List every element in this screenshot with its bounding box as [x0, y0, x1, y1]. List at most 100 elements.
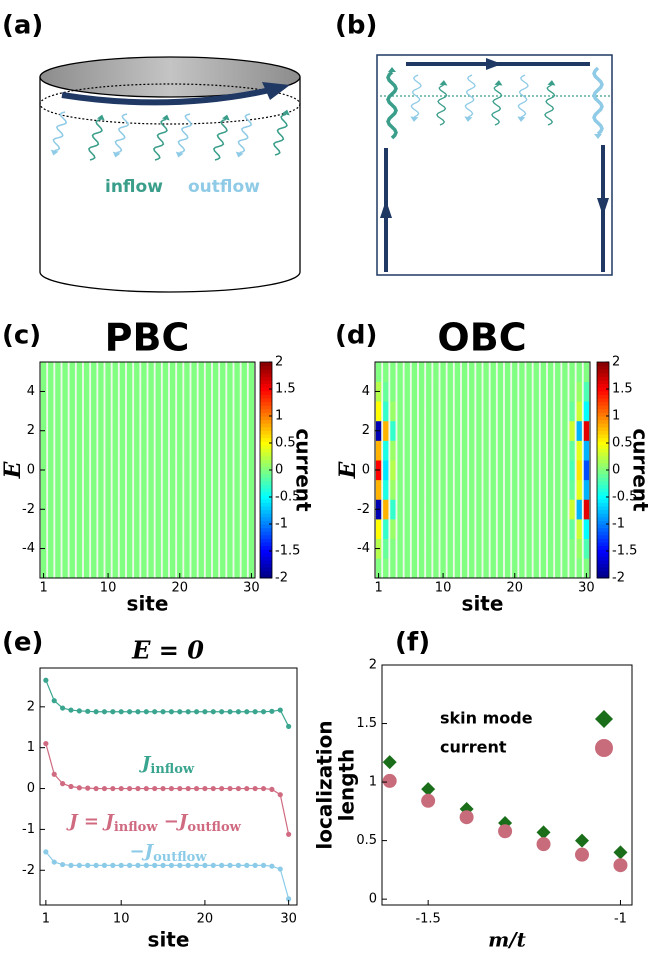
- heat-cell: [418, 499, 425, 520]
- series-point: [135, 709, 141, 715]
- colorbar-step: [597, 441, 609, 446]
- series-label-part: −: [129, 841, 144, 862]
- heat-cell: [98, 460, 104, 481]
- heat-cell: [69, 499, 75, 520]
- series-point: [152, 862, 158, 868]
- heat-cell: [119, 519, 126, 540]
- heat-cell: [62, 362, 68, 382]
- heat-cell: [497, 538, 504, 559]
- heat-cell: [469, 381, 475, 402]
- heat-cell: [91, 401, 97, 422]
- heat-cell: [454, 362, 461, 382]
- colorbar-step: [260, 520, 272, 525]
- heat-cell: [483, 362, 489, 382]
- y-tick-label: -2: [22, 502, 35, 517]
- colorbar-step: [597, 444, 609, 449]
- heat-cell: [241, 401, 247, 422]
- heat-cell: [440, 420, 446, 441]
- series-point: [219, 785, 225, 792]
- heat-cell: [569, 362, 575, 382]
- heat-cell: [454, 381, 461, 402]
- heat-cell: [91, 519, 97, 540]
- series-label-part: J: [139, 753, 152, 774]
- colorbar-step: [260, 466, 272, 471]
- outflow-label: outflow: [188, 177, 260, 197]
- heat-cell: [583, 558, 590, 579]
- heat-cell: [48, 479, 54, 500]
- heat-cell: [91, 420, 97, 441]
- x-tick-label: 10: [100, 581, 117, 596]
- heat-cell: [519, 362, 525, 382]
- heat-cell: [512, 558, 518, 579]
- heat-cell: [198, 460, 204, 481]
- y-tick-label: 2: [369, 658, 377, 673]
- heat-cell: [526, 519, 532, 540]
- heat-cell: [533, 401, 539, 422]
- heat-cell: [162, 558, 169, 579]
- series-point: [76, 708, 82, 714]
- colorbar-step: [260, 506, 272, 511]
- heat-cell: [461, 440, 468, 461]
- heat-cell: [169, 362, 176, 382]
- series-point: [210, 709, 216, 715]
- colorbar-step: [260, 470, 272, 475]
- heat-cell: [476, 479, 482, 500]
- heat-cell: [390, 420, 396, 441]
- series-point: [193, 709, 200, 715]
- heat-cell: [469, 362, 475, 382]
- y-axis-label: localization: [313, 720, 337, 849]
- heat-cell: [126, 479, 133, 500]
- heat-cell: [76, 440, 83, 461]
- heat-cell: [411, 401, 418, 422]
- colorbar-step: [260, 570, 272, 575]
- colorbar-tick-label: -1.5: [612, 544, 637, 559]
- heat-cell: [119, 558, 126, 579]
- heat-cell: [248, 420, 255, 441]
- colorbar-label: current: [292, 428, 316, 512]
- heat-cell: [48, 362, 54, 382]
- colorbar-step: [597, 430, 609, 435]
- heat-cell: [162, 499, 169, 520]
- heat-cell: [83, 381, 90, 402]
- heat-cell: [469, 420, 475, 441]
- colorbar-step: [260, 488, 272, 493]
- heat-cell: [390, 538, 396, 559]
- heat-cell: [134, 460, 140, 481]
- colorbar-step: [597, 462, 609, 467]
- heat-cell: [504, 440, 511, 461]
- wave: [114, 113, 130, 154]
- heat-cell: [555, 401, 561, 422]
- heat-cell: [126, 381, 133, 402]
- heat-cell: [162, 519, 169, 540]
- series-point: [177, 862, 183, 868]
- series-point: [286, 896, 292, 902]
- colorbar-step: [260, 372, 272, 377]
- heat-cell: [105, 381, 111, 402]
- heat-cell: [126, 558, 133, 579]
- colorbar-step: [260, 426, 272, 431]
- colorbar-step: [260, 545, 272, 550]
- series-point: [244, 709, 250, 715]
- heat-cell: [447, 460, 453, 481]
- colorbar-tick-label: -1.5: [275, 544, 300, 559]
- heat-cell: [83, 440, 90, 461]
- series-label-part: J: [102, 811, 115, 832]
- heat-cell: [504, 460, 511, 481]
- heat-cell: [576, 381, 582, 402]
- heat-cell: [241, 460, 247, 481]
- heat-cell: [497, 381, 504, 402]
- heat-cell: [476, 440, 482, 461]
- heat-cell: [533, 479, 539, 500]
- heat-cell: [141, 420, 147, 441]
- heat-cell: [241, 558, 247, 579]
- heat-cell: [411, 519, 418, 540]
- heat-cell: [148, 381, 154, 402]
- heat-cell: [411, 558, 418, 579]
- heat-cell: [375, 558, 382, 579]
- heat-cell: [55, 460, 61, 481]
- heat-cell: [540, 558, 547, 579]
- series-point: [93, 862, 99, 868]
- heat-cell: [490, 401, 496, 422]
- colorbar-step: [260, 387, 272, 392]
- heat-cell: [540, 420, 547, 441]
